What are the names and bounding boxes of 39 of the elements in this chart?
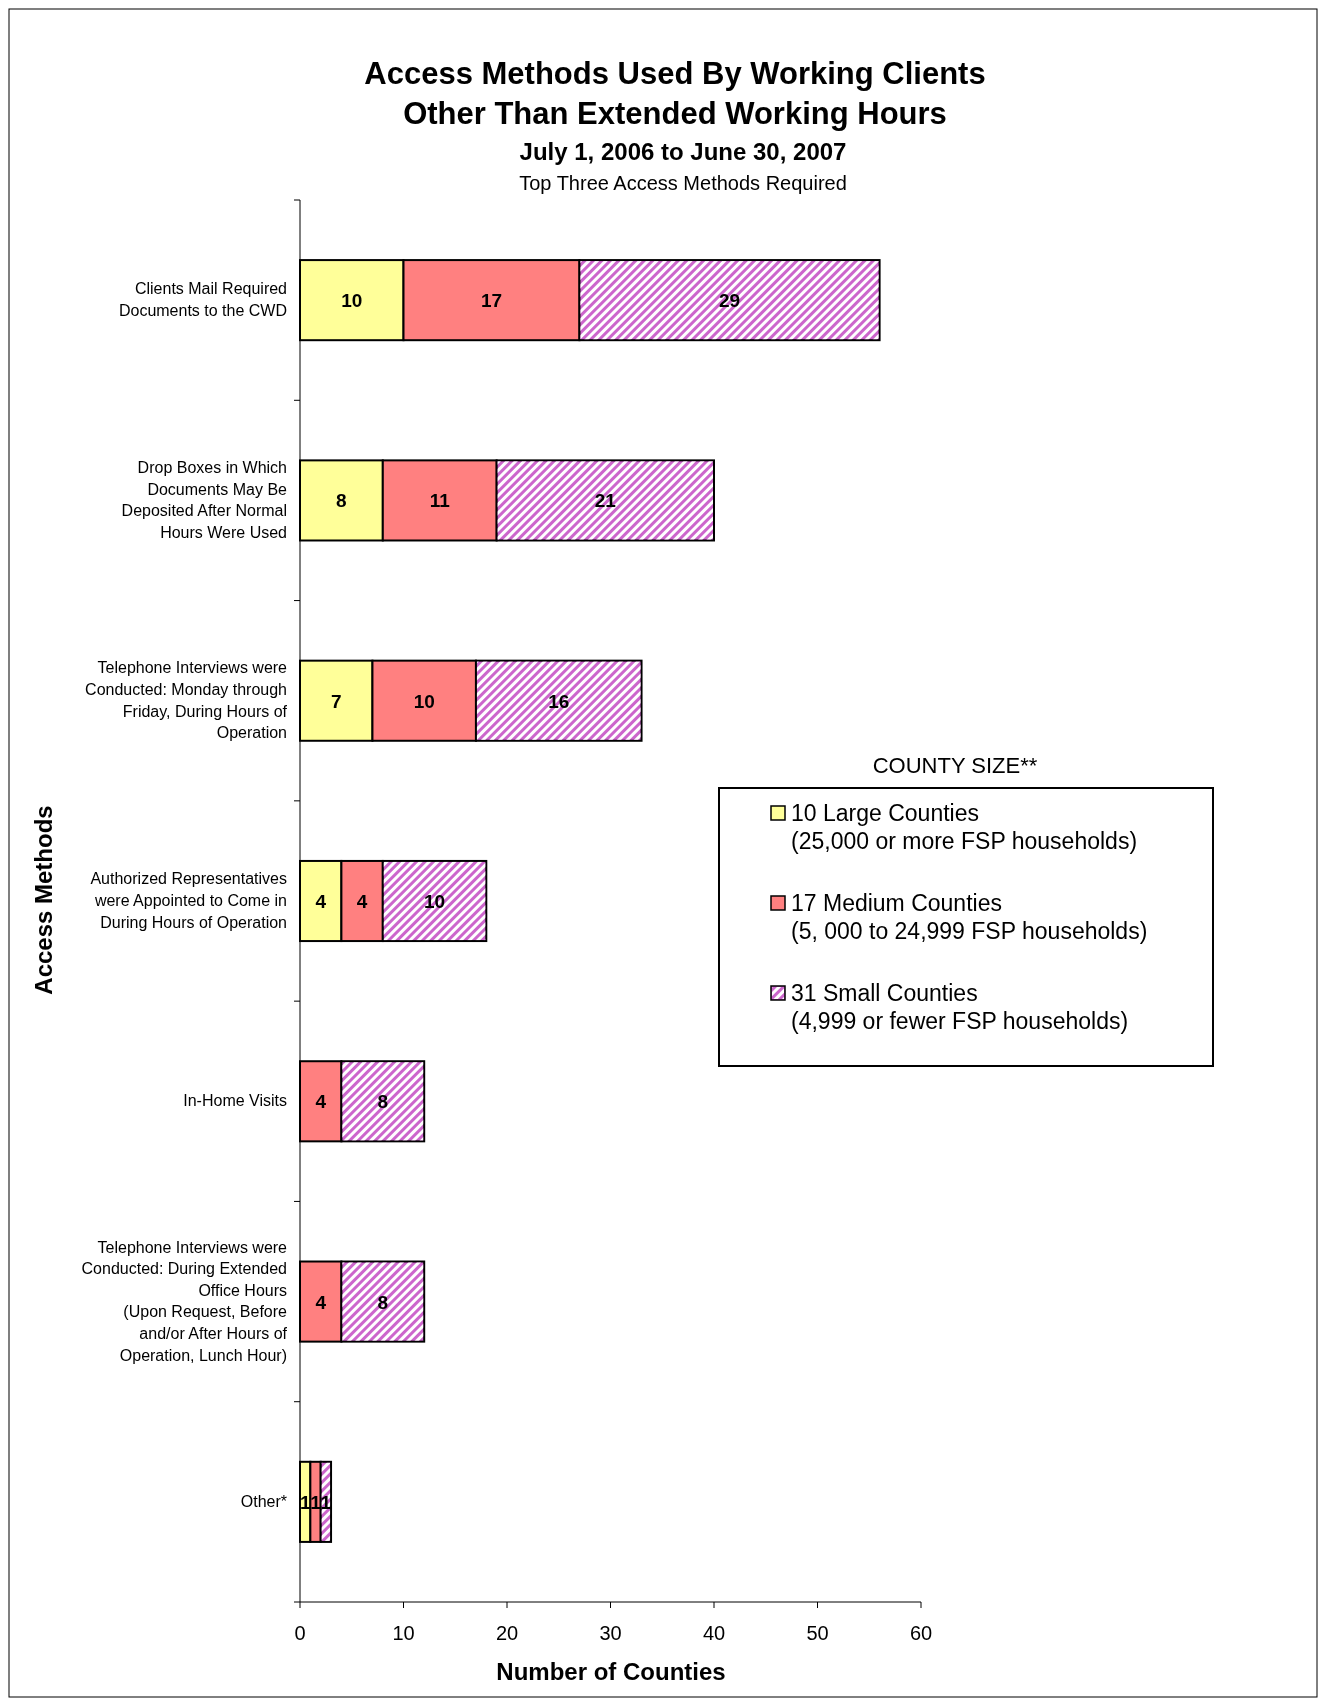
data-label: 11 — [429, 490, 451, 512]
x-tick-label: 50 — [806, 1622, 829, 1644]
y-tick-label: Telephone Interviews were Conducted: During Extended Office Hours (Upon Request, Before and/or After Hours of Operation, Lunch Hour) — [81, 1238, 288, 1364]
y-tick-label: Telephone Interviews were Conducted: Monday through Friday, During Hours of Operation — [85, 659, 288, 742]
data-label: 10 — [341, 290, 363, 312]
legend-title: COUNTY SIZE** — [872, 753, 1038, 778]
y-tick-label: Drop Boxes in Which Documents May Be Deposited After Normal Hours Were Used — [121, 459, 288, 541]
data-label: 16 — [548, 690, 570, 712]
data-label: 8 — [336, 490, 347, 512]
data-label: 8 — [377, 1291, 389, 1313]
data-label: 4 — [315, 1091, 327, 1113]
data-label: 21 — [594, 490, 617, 512]
legend-label: 17 Medium Counties (5, 000 to 24,999 FSP households) — [791, 890, 1148, 944]
y-tick-label: In-Home Visits — [183, 1092, 287, 1110]
x-tick-label: 40 — [702, 1622, 726, 1644]
x-tick-label: 30 — [599, 1622, 622, 1644]
data-label: 7 — [330, 690, 342, 712]
data-label: 4 — [315, 891, 327, 912]
chart-title: Access Methods Used By Working Clients Other Than Extended Working Hours — [364, 56, 986, 131]
y-axis-title: Access Methods — [30, 805, 57, 995]
x-tick-label: 10 — [392, 1622, 415, 1644]
data-label: 8 — [377, 1091, 389, 1113]
data-label: 10 — [423, 891, 446, 912]
x-tick-label: 20 — [495, 1622, 519, 1644]
y-tick-label: Authorized Representatives were Appointed to Come in During Hours of Operation — [90, 870, 287, 931]
legend-label: 10 Large Counties (25,000 or more FSP households) — [791, 800, 1138, 854]
data-label: 10 — [413, 690, 435, 712]
y-tick-label: Other* — [240, 1492, 287, 1510]
x-axis-title: Number of Counties — [496, 1658, 726, 1685]
data-label: 4 — [315, 1291, 327, 1313]
text: Top Three Access Methods Required — [519, 172, 847, 194]
legend-label: 31 Small Counties (4,999 or fewer FSP households) — [791, 980, 1129, 1034]
data-label: 29 — [718, 290, 741, 312]
data-label: 17 — [480, 290, 503, 312]
data-label: 4 — [356, 891, 368, 912]
y-tick-label: Clients Mail Required Documents to the CWD — [118, 280, 287, 319]
x-tick-label: 60 — [909, 1622, 933, 1644]
x-tick-label: 0 — [294, 1622, 306, 1644]
chart-subtitle: July 1, 2006 to June 30, 2007 — [519, 138, 847, 165]
